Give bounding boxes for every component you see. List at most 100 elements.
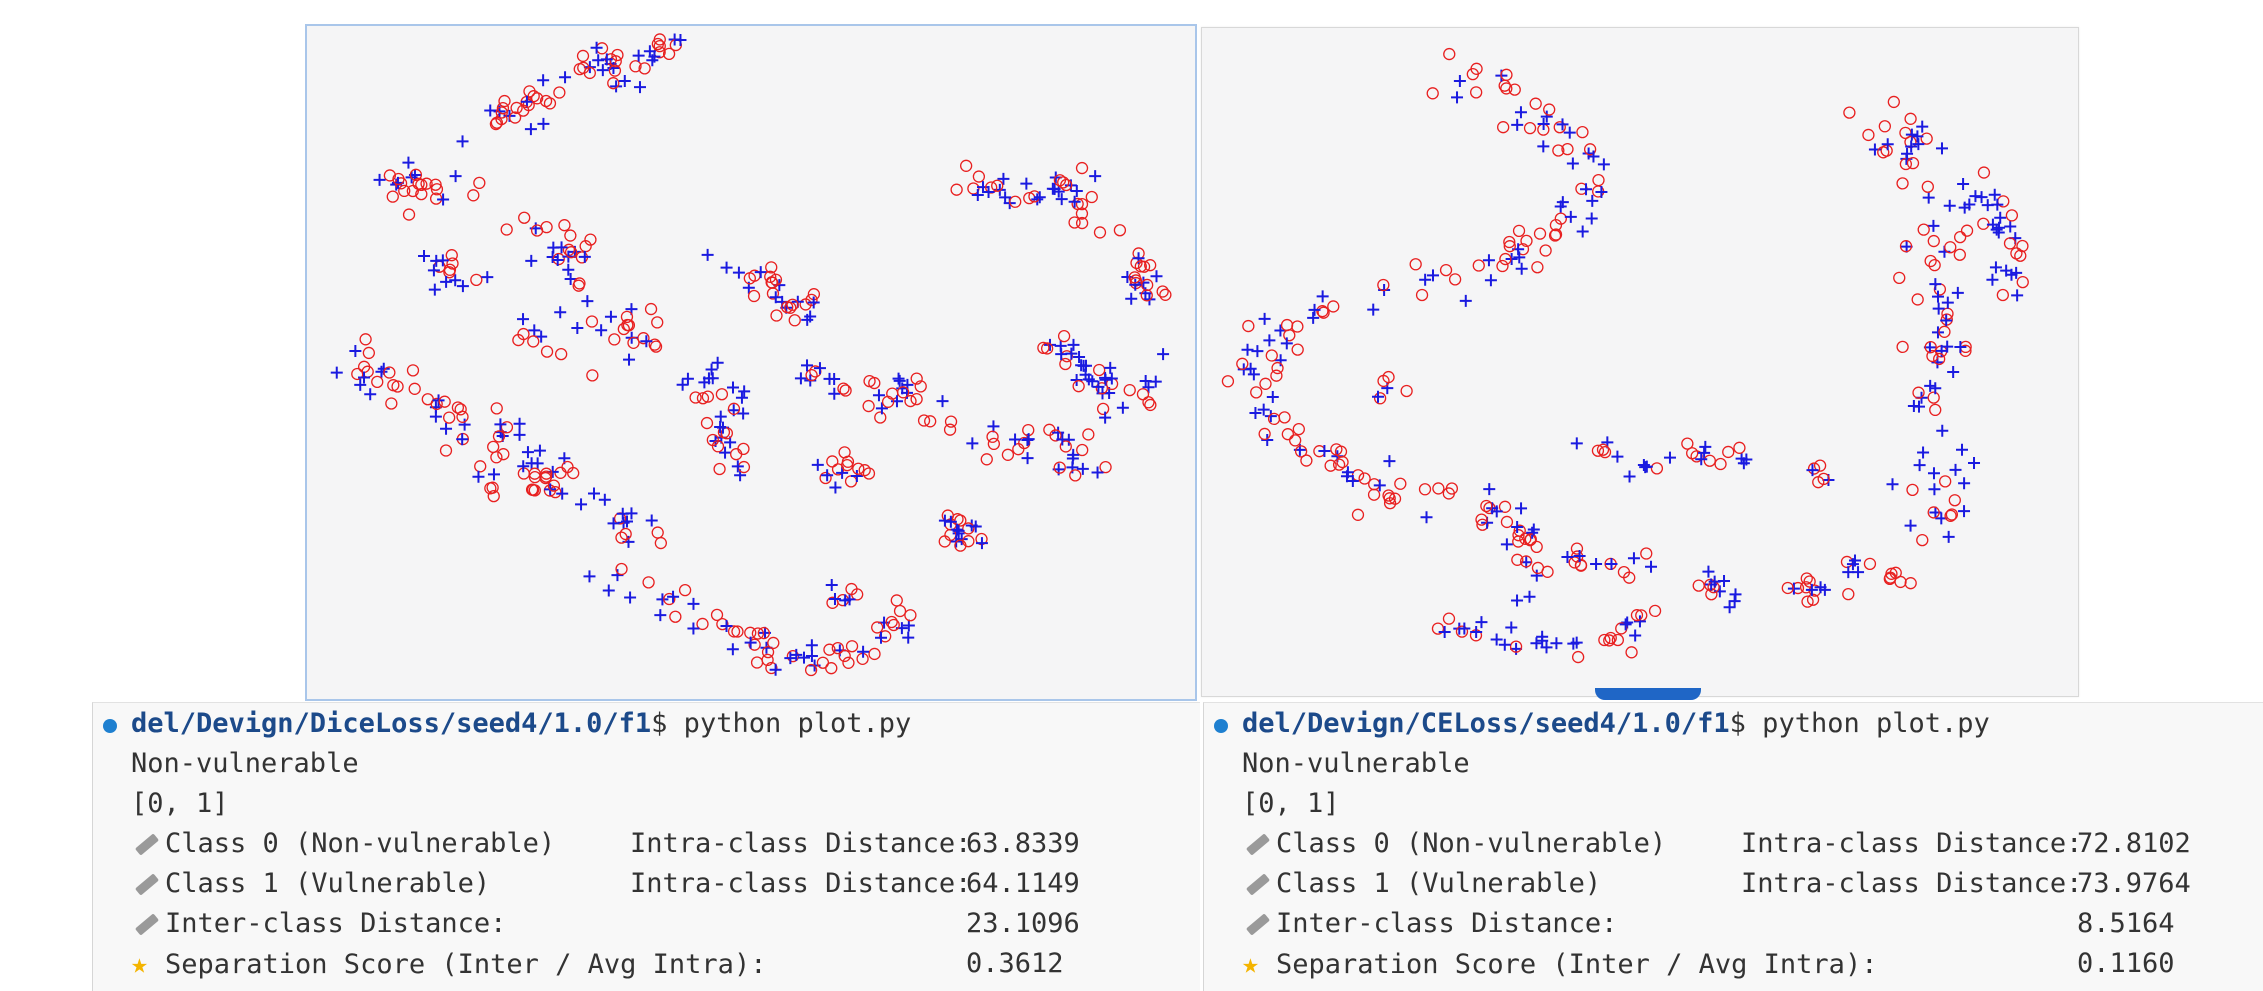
scatter-point-class-0 xyxy=(713,462,726,476)
output-line: Non-vulnerable xyxy=(131,748,359,779)
scatter-point-class-0 xyxy=(962,522,975,535)
scatter-point-class-0 xyxy=(1156,285,1169,298)
scatter-point-class-1 xyxy=(1536,634,1549,647)
scatter-point-class-0 xyxy=(1472,259,1485,272)
scatter-point-class-1 xyxy=(1943,199,1956,212)
scatter-point-class-1 xyxy=(1585,212,1598,225)
scatter-point-class-1 xyxy=(517,460,530,473)
scatter-point-class-1 xyxy=(1645,560,1658,573)
scatter-point-class-1 xyxy=(701,248,714,261)
scatter-point-class-0 xyxy=(1144,398,1157,412)
scatter-point-class-1 xyxy=(1046,182,1059,195)
scatter-point-class-0 xyxy=(430,183,444,196)
scatter-point-class-0 xyxy=(638,62,651,75)
scatter-point-class-0 xyxy=(1075,207,1089,220)
scatter-point-class-0 xyxy=(1099,461,1112,474)
scatter-point-class-0 xyxy=(608,333,621,346)
scatter-point-class-1 xyxy=(1912,138,1925,151)
scatter-point-class-1 xyxy=(427,264,440,277)
scatter-point-class-0 xyxy=(421,393,434,406)
scatter-point-class-1 xyxy=(643,45,656,58)
scatter-point-class-0 xyxy=(1271,361,1284,375)
scatter-point-class-1 xyxy=(737,407,750,420)
scatter-point-class-0 xyxy=(950,183,963,196)
scatter-point-class-0 xyxy=(1523,121,1537,135)
scatter-point-class-0 xyxy=(985,181,998,194)
scatter-point-class-0 xyxy=(1523,534,1537,547)
scatter-point-class-0 xyxy=(1409,258,1422,271)
scatter-point-class-1 xyxy=(402,156,415,169)
scatter-point-class-0 xyxy=(409,168,423,181)
scatter-point-class-0 xyxy=(1057,176,1070,189)
scatter-point-class-0 xyxy=(585,315,599,328)
scatter-point-class-0 xyxy=(489,117,503,131)
scatter-point-class-1 xyxy=(555,241,568,254)
scatter-point-class-1 xyxy=(1567,637,1580,650)
scatter-point-class-1 xyxy=(1994,211,2007,224)
scatter-point-class-0 xyxy=(1093,226,1107,239)
scatter-point-class-0 xyxy=(412,177,425,190)
scatter-point-class-0 xyxy=(1500,82,1513,95)
scatter-point-class-0 xyxy=(862,399,875,413)
scatter-point-class-1 xyxy=(623,353,636,366)
scatter-point-class-1 xyxy=(624,591,637,604)
scatter-point-class-0 xyxy=(1893,271,1906,284)
scatter-point-class-1 xyxy=(1912,400,1925,413)
scatter-point-class-1 xyxy=(1901,147,1914,160)
scatter-point-class-0 xyxy=(1057,329,1071,343)
scatter-point-class-1 xyxy=(1105,372,1118,385)
scatter-point-class-1 xyxy=(559,71,572,84)
scatter-point-class-1 xyxy=(1247,368,1260,381)
scatter-point-class-0 xyxy=(786,298,799,311)
command-text: $ python plot.py xyxy=(1729,708,1990,739)
scatter-point-class-0 xyxy=(1140,289,1153,302)
scatter-point-class-1 xyxy=(1929,382,1942,395)
scatter-point-class-1 xyxy=(1702,565,1715,578)
scatter-point-class-1 xyxy=(801,359,814,372)
scatter-point-class-1 xyxy=(1505,253,1518,266)
scatter-point-class-0 xyxy=(443,266,456,279)
scatter-point-class-1 xyxy=(1540,641,1553,654)
command-text: $ python plot.py xyxy=(651,708,912,739)
scatter-point-class-1 xyxy=(428,283,441,296)
scatter-point-class-0 xyxy=(1503,240,1516,253)
scatter-point-class-1 xyxy=(1988,188,2001,201)
scatter-point-class-0 xyxy=(540,345,554,358)
scatter-point-class-0 xyxy=(454,403,467,416)
scatter-point-class-0 xyxy=(1899,157,1913,171)
prompt-line: del/Devign/DiceLoss/seed4/1.0/f1$ python… xyxy=(131,707,911,741)
scatter-point-class-0 xyxy=(1615,622,1628,635)
scatter-point-class-0 xyxy=(392,172,405,186)
scatter-point-class-0 xyxy=(1367,488,1381,501)
scatter-point-class-0 xyxy=(1924,254,1937,268)
scatter-point-class-1 xyxy=(950,523,963,536)
scatter-point-class-0 xyxy=(844,475,858,488)
scatter-point-class-1 xyxy=(857,645,870,658)
scatter-point-class-0 xyxy=(651,526,664,539)
scatter-point-class-1 xyxy=(1458,622,1471,635)
scatter-point-class-1 xyxy=(1523,590,1536,603)
scatter-point-class-1 xyxy=(687,622,700,635)
scatter-point-class-1 xyxy=(825,578,838,591)
scatter-point-class-0 xyxy=(438,395,451,408)
scatter-point-class-1 xyxy=(1904,519,1917,532)
scatter-point-class-1 xyxy=(1470,625,1483,638)
scatter-point-class-0 xyxy=(987,437,1001,451)
scatter-point-class-0 xyxy=(1939,475,1952,488)
scatter-point-class-0 xyxy=(1899,240,1913,253)
scatter-point-class-1 xyxy=(571,321,584,334)
scatter-point-class-0 xyxy=(1617,566,1631,579)
scatter-point-class-1 xyxy=(358,371,371,384)
scatter-point-class-1 xyxy=(1099,373,1112,386)
scatter-point-class-1 xyxy=(714,410,727,423)
scatter-point-class-0 xyxy=(678,583,692,597)
scatter-point-class-0 xyxy=(622,319,636,332)
scatter-point-class-1 xyxy=(1427,269,1440,282)
scatter-point-class-1 xyxy=(1723,601,1736,614)
scatter-point-class-0 xyxy=(487,440,500,454)
scatter-point-class-1 xyxy=(1280,337,1293,350)
scatter-point-class-1 xyxy=(602,584,615,597)
scatter-point-class-0 xyxy=(586,369,599,382)
scatter-chart-right xyxy=(1221,47,2029,664)
scatter-point-class-1 xyxy=(1514,106,1527,119)
